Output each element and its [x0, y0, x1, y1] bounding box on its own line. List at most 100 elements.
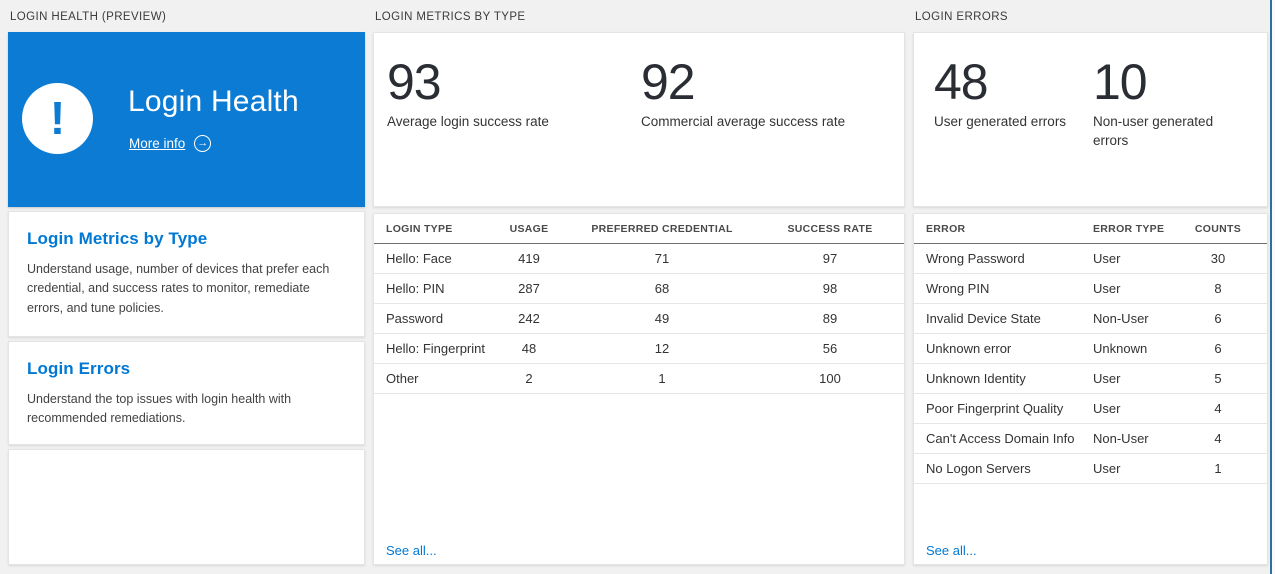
- table-cell: Wrong Password: [926, 251, 1025, 266]
- table-row: Hello: Face 419 71 97: [374, 244, 904, 274]
- table-cell: 49: [654, 311, 670, 326]
- login-errors-section: LOGIN ERRORS 48 User generated errors 10…: [913, 0, 1268, 565]
- login-metrics-section: LOGIN METRICS BY TYPE 93 Average login s…: [373, 0, 905, 565]
- table-cell: 287: [518, 281, 540, 296]
- column-header: ERROR TYPE: [1093, 223, 1165, 235]
- stat-user-errors: 48 User generated errors: [934, 55, 1066, 132]
- table-cell: 68: [654, 281, 670, 296]
- table-cell: 419: [518, 251, 540, 266]
- stat-label: User generated errors: [934, 114, 1067, 129]
- table-cell: User: [1093, 401, 1121, 416]
- stat-non-user-errors: 10 Non-user generated errors: [1093, 55, 1233, 151]
- login-errors-table: ERROR ERROR TYPE COUNTS Wrong Password User 3…: [914, 214, 1267, 484]
- exclamation-circle-icon: !: [22, 83, 93, 154]
- table-cell: Non-User: [1093, 311, 1149, 326]
- table-cell: Non-User: [1093, 431, 1149, 446]
- table-row: Hello: Fingerprint 48 12 56: [374, 334, 904, 364]
- table-cell: Hello: Face: [386, 251, 452, 266]
- section-title-login-metrics: LOGIN METRICS BY TYPE: [375, 11, 526, 23]
- table-cell: 5: [1214, 371, 1222, 386]
- table-row: Hello: PIN 287 68 98: [374, 274, 904, 304]
- stat-commercial-average: 92 Commercial average success rate: [641, 55, 845, 132]
- table-row: Unknown error Unknown 6: [914, 334, 1267, 364]
- login-health-tile[interactable]: ! Login Health More info →: [8, 32, 365, 207]
- stat-value: 48: [934, 54, 989, 110]
- table-cell: 4: [1214, 401, 1222, 416]
- adjacent-blade-background: [1272, 0, 1275, 574]
- column-header: PREFERRED CREDENTIAL: [591, 223, 733, 235]
- table-cell: 98: [822, 281, 838, 296]
- table-cell: 6: [1214, 341, 1222, 356]
- stat-label: Commercial average success rate: [641, 114, 846, 129]
- column-header: COUNTS: [1194, 223, 1242, 235]
- info-card-title: Login Errors: [27, 359, 131, 378]
- table-cell: 4: [1214, 431, 1222, 446]
- table-cell: Unknown: [1093, 341, 1148, 356]
- login-metrics-table: LOGIN TYPE USAGE PREFERRED CREDENTIAL SUCCE…: [374, 214, 904, 394]
- table-cell: Unknown Identity: [926, 371, 1026, 386]
- table-cell: 48: [521, 341, 537, 356]
- column-header: LOGIN TYPE: [386, 223, 453, 235]
- table-cell: 89: [822, 311, 838, 326]
- table-cell: 71: [654, 251, 670, 266]
- table-cell: 242: [518, 311, 540, 326]
- adjacent-blade-edge: [1270, 0, 1272, 574]
- login-metrics-info-card[interactable]: Login Metrics by Type Understand usage, …: [8, 211, 365, 337]
- table-header-row: ERROR ERROR TYPE COUNTS: [914, 214, 1267, 244]
- table-cell: Poor Fingerprint Quality: [926, 401, 1064, 416]
- login-health-section: LOGIN HEALTH (PREVIEW) ! Login Health Mo…: [8, 0, 365, 565]
- table-cell: 6: [1214, 311, 1222, 326]
- table-cell: 1: [658, 371, 666, 386]
- table-cell: Hello: Fingerprint: [386, 341, 485, 356]
- table-cell: 8: [1214, 281, 1222, 296]
- info-card-description: Understand the top issues with login hea…: [27, 392, 292, 426]
- stat-value: 92: [641, 54, 696, 110]
- table-cell: Invalid Device State: [926, 311, 1041, 326]
- login-errors-stats-card: 48 User generated errors 10 Non-user gen…: [913, 32, 1268, 207]
- stat-label: Non-user generated errors: [1093, 114, 1214, 148]
- table-cell: No Logon Servers: [926, 461, 1031, 476]
- more-info-label[interactable]: More info: [129, 136, 186, 151]
- stat-value: 93: [387, 54, 442, 110]
- login-errors-table-card: ERROR ERROR TYPE COUNTS Wrong Password User 3…: [913, 213, 1268, 565]
- table-row: Unknown Identity User 5: [914, 364, 1267, 394]
- table-cell: User: [1093, 251, 1121, 266]
- more-info-link[interactable]: More info →: [129, 135, 212, 152]
- table-cell: 1: [1214, 461, 1222, 476]
- stat-label: Average login success rate: [387, 114, 549, 129]
- table-cell: 2: [525, 371, 533, 386]
- table-row: Password 242 49 89: [374, 304, 904, 334]
- table-row: Other 2 1 100: [374, 364, 904, 394]
- see-all-link[interactable]: See all...: [926, 543, 977, 558]
- table-row: No Logon Servers User 1: [914, 454, 1267, 484]
- login-metrics-stats-card: 93 Average login success rate 92 Commerc…: [373, 32, 905, 207]
- section-title-login-errors: LOGIN ERRORS: [915, 11, 1008, 23]
- table-cell: Wrong PIN: [926, 281, 990, 296]
- table-cell: Can't Access Domain Info: [926, 431, 1075, 446]
- login-metrics-table-card: LOGIN TYPE USAGE PREFERRED CREDENTIAL SUCCE…: [373, 213, 905, 565]
- info-card-description: Understand usage, number of devices that…: [27, 262, 330, 315]
- stat-value: 10: [1093, 54, 1148, 110]
- column-header: ERROR: [926, 223, 966, 235]
- table-cell: Unknown error: [926, 341, 1012, 356]
- arrow-right-circle-icon[interactable]: →: [194, 135, 212, 152]
- table-cell: User: [1093, 371, 1121, 386]
- table-cell: User: [1093, 461, 1121, 476]
- table-cell: 12: [654, 341, 670, 356]
- info-card-title: Login Metrics by Type: [27, 229, 208, 248]
- table-header-row: LOGIN TYPE USAGE PREFERRED CREDENTIAL SUCCE…: [374, 214, 904, 244]
- tile-title: Login Health: [128, 85, 299, 118]
- stat-average-success: 93 Average login success rate: [387, 55, 549, 132]
- column-header: USAGE: [509, 223, 549, 235]
- empty-card: [8, 449, 365, 565]
- table-cell: Hello: PIN: [386, 281, 445, 296]
- section-title-login-health: LOGIN HEALTH (PREVIEW): [10, 11, 167, 23]
- exclamation-glyph: !: [49, 91, 66, 144]
- table-row: Poor Fingerprint Quality User 4: [914, 394, 1267, 424]
- table-row: Wrong PIN User 8: [914, 274, 1267, 304]
- table-row: Invalid Device State Non-User 6: [914, 304, 1267, 334]
- see-all-link[interactable]: See all...: [386, 543, 437, 558]
- login-errors-info-card[interactable]: Login Errors Understand the top issues w…: [8, 341, 365, 445]
- table-cell: 56: [822, 341, 838, 356]
- column-header: SUCCESS RATE: [787, 223, 873, 235]
